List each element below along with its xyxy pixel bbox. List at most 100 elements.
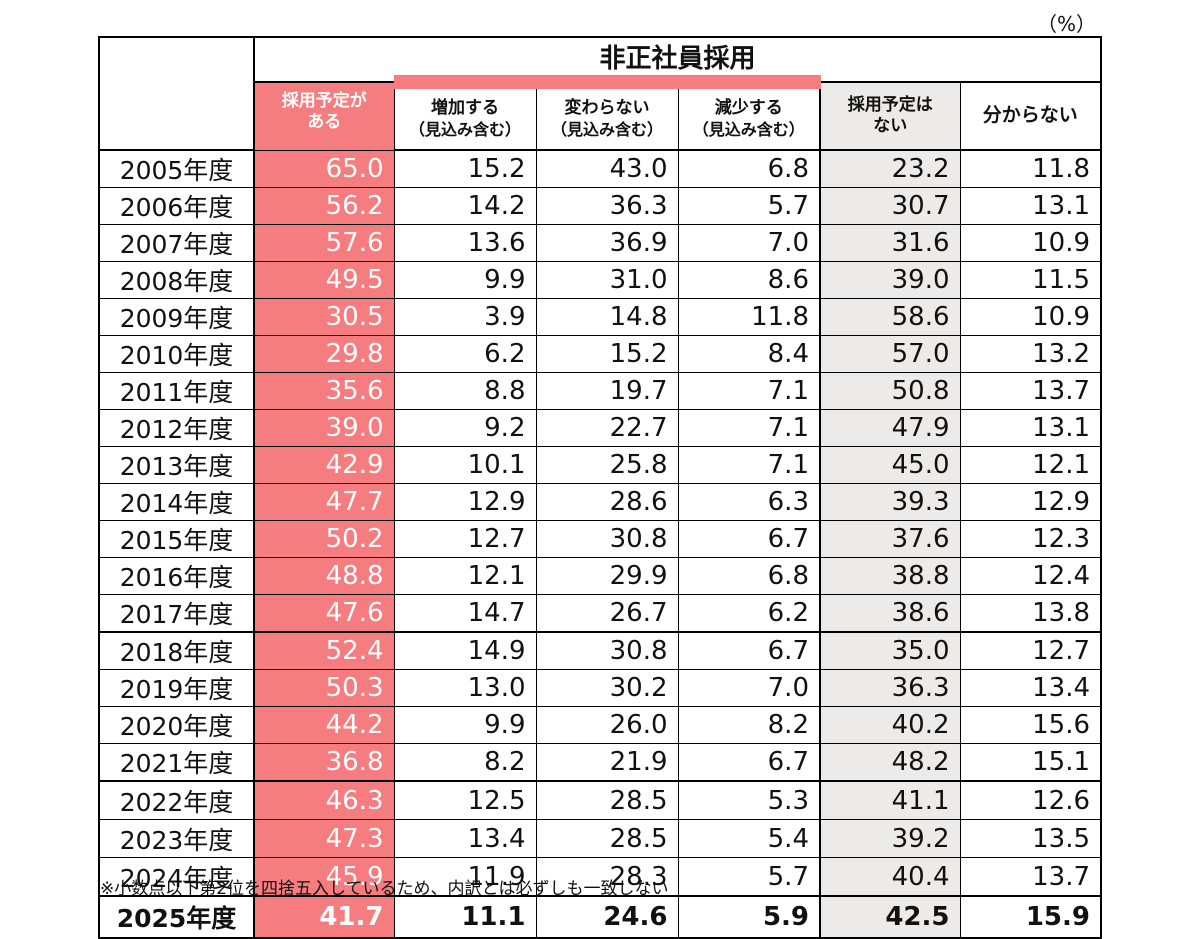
value-increase: 13.4	[393, 819, 537, 858]
value-same: 28.5	[535, 780, 679, 820]
value-planned: 48.8	[253, 557, 395, 595]
value-same: 15.2	[535, 335, 679, 373]
value-decrease: 7.1	[677, 446, 821, 484]
table-row: 2013年度 42.9 10.1 25.8 7.1 45.0 12.1	[98, 446, 1102, 484]
table-row: 2020年度 44.2 9.9 26.0 8.2 40.2 15.6	[98, 706, 1102, 744]
value-no-plan: 45.0	[819, 446, 961, 484]
row-year: 2024年度	[98, 857, 255, 896]
value-decrease: 6.8	[677, 557, 821, 595]
row-year: 2014年度	[98, 483, 255, 521]
value-increase: 6.2	[393, 335, 537, 373]
table-body: 2005年度 65.0 15.2 43.0 6.8 23.2 11.8 2006年度 56.2 1…	[98, 149, 1102, 939]
table-row: 2021年度 36.8 8.2 21.9 6.7 48.2 15.1	[98, 743, 1102, 781]
row-year: 2013年度	[98, 446, 255, 484]
value-decrease: 7.0	[677, 224, 821, 262]
value-no-plan: 39.2	[819, 819, 961, 858]
value-no-plan: 35.0	[819, 631, 961, 670]
table-row: 2008年度 49.5 9.9 31.0 8.6 39.0 11.5	[98, 261, 1102, 299]
row-year: 2015年度	[98, 520, 255, 558]
value-same: 28.6	[535, 483, 679, 521]
value-increase: 14.9	[393, 631, 537, 670]
value-unknown: 10.9	[959, 224, 1102, 262]
value-decrease: 6.8	[677, 149, 821, 188]
value-no-plan: 38.6	[819, 594, 961, 632]
value-same: 30.2	[535, 669, 679, 707]
value-no-plan: 42.5	[819, 895, 961, 939]
table-row: 2006年度 56.2 14.2 36.3 5.7 30.7 13.1	[98, 187, 1102, 225]
table-row: 2014年度 47.7 12.9 28.6 6.3 39.3 12.9	[98, 483, 1102, 521]
hiring-table-container: 非正社員採用 採用予定が ある 増加する （見込み含む） 変わらない （見込み含む） …	[98, 36, 1102, 939]
value-planned: 47.7	[253, 483, 395, 521]
value-planned: 50.2	[253, 520, 395, 558]
value-planned: 52.4	[253, 631, 395, 670]
value-no-plan: 30.7	[819, 187, 961, 225]
row-year: 2021年度	[98, 743, 255, 781]
value-increase: 3.9	[393, 298, 537, 336]
footnote: ※小数点以下第2位を四捨五入しているため、内訳とは必ずしも一致しない	[100, 879, 669, 899]
value-decrease: 7.1	[677, 372, 821, 410]
table-row: 2012年度 39.0 9.2 22.7 7.1 47.9 13.1	[98, 409, 1102, 447]
value-increase: 9.9	[393, 261, 537, 299]
value-increase: 12.5	[393, 780, 537, 820]
value-same: 31.0	[535, 261, 679, 299]
hiring-table: 非正社員採用 採用予定が ある 増加する （見込み含む） 変わらない （見込み含む） …	[98, 36, 1102, 939]
table-row: 2024年度 45.9 11.9 28.3 5.7 40.4 13.7	[98, 857, 1102, 896]
value-same: 19.7	[535, 372, 679, 410]
col-header-no-plan: 採用予定は ない	[819, 82, 960, 151]
table-row: 2005年度 65.0 15.2 43.0 6.8 23.2 11.8	[98, 149, 1102, 188]
year-header-blank	[98, 36, 255, 151]
value-same: 30.8	[535, 631, 679, 670]
group-header: 非正社員採用	[253, 36, 1102, 83]
value-no-plan: 23.2	[819, 149, 961, 188]
value-unknown: 13.2	[959, 335, 1102, 373]
value-increase: 12.7	[393, 520, 537, 558]
value-same: 26.7	[535, 594, 679, 632]
value-decrease: 6.2	[677, 594, 821, 632]
value-no-plan: 40.4	[819, 857, 961, 896]
value-unknown: 12.3	[959, 520, 1102, 558]
value-no-plan: 47.9	[819, 409, 961, 447]
table-row: 2023年度 47.3 13.4 28.5 5.4 39.2 13.5	[98, 819, 1102, 858]
table-row: 2022年度 46.3 12.5 28.5 5.3 41.1 12.6	[98, 780, 1102, 820]
value-decrease: 6.7	[677, 631, 821, 670]
value-planned: 50.3	[253, 669, 395, 707]
value-same: 43.0	[535, 149, 679, 188]
value-increase: 12.9	[393, 483, 537, 521]
row-year: 2009年度	[98, 298, 255, 336]
table-row: 2025年度 41.7 11.1 24.6 5.9 42.5 15.9	[98, 895, 1102, 939]
value-planned: 36.8	[253, 743, 395, 781]
value-same: 36.3	[535, 187, 679, 225]
table-row: 2009年度 30.5 3.9 14.8 11.8 58.6 10.9	[98, 298, 1102, 336]
row-year: 2025年度	[98, 895, 255, 939]
value-decrease: 7.1	[677, 409, 821, 447]
value-unknown: 12.7	[959, 631, 1102, 670]
value-decrease: 5.3	[677, 780, 821, 820]
value-unknown: 13.4	[959, 669, 1102, 707]
value-unknown: 15.6	[959, 706, 1102, 744]
value-planned: 47.6	[253, 594, 395, 632]
value-decrease: 5.7	[677, 857, 821, 896]
value-no-plan: 58.6	[819, 298, 961, 336]
value-no-plan: 36.3	[819, 669, 961, 707]
value-unknown: 13.5	[959, 819, 1102, 858]
value-planned: 56.2	[253, 187, 395, 225]
value-same: 14.8	[535, 298, 679, 336]
row-year: 2016年度	[98, 557, 255, 595]
value-planned: 41.7	[253, 895, 395, 939]
value-unknown: 12.4	[959, 557, 1102, 595]
value-increase: 13.0	[393, 669, 537, 707]
value-unknown: 13.7	[959, 857, 1102, 896]
value-increase: 8.2	[393, 743, 537, 781]
value-unknown: 11.5	[959, 261, 1102, 299]
table-row: 2011年度 35.6 8.8 19.7 7.1 50.8 13.7	[98, 372, 1102, 410]
value-unknown: 10.9	[959, 298, 1102, 336]
value-unknown: 13.1	[959, 409, 1102, 447]
value-planned: 47.3	[253, 819, 395, 858]
table-row: 2017年度 47.6 14.7 26.7 6.2 38.6 13.8	[98, 594, 1102, 632]
row-year: 2010年度	[98, 335, 255, 373]
value-planned: 57.6	[253, 224, 395, 262]
value-planned: 35.6	[253, 372, 395, 410]
value-decrease: 6.7	[677, 743, 821, 781]
value-increase: 10.1	[393, 446, 537, 484]
value-no-plan: 50.8	[819, 372, 961, 410]
